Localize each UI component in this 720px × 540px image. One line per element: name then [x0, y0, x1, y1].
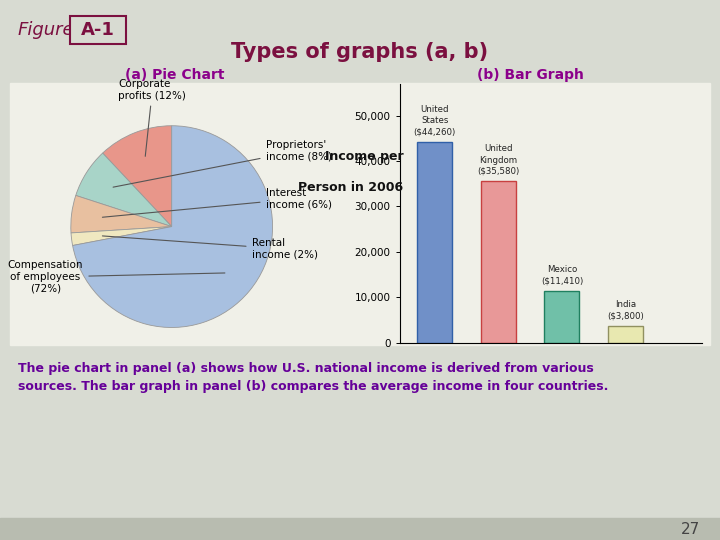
Text: (b) Bar Graph: (b) Bar Graph — [477, 68, 583, 82]
Bar — [417, 141, 452, 343]
Text: Corporate
profits (12%): Corporate profits (12%) — [119, 79, 186, 156]
Text: Interest
income (6%): Interest income (6%) — [102, 188, 332, 217]
Text: Rental
income (2%): Rental income (2%) — [102, 236, 318, 260]
Bar — [10, 83, 710, 345]
Text: India
($3,800): India ($3,800) — [607, 300, 644, 320]
Text: Person in 2006: Person in 2006 — [298, 181, 403, 194]
Text: The pie chart in panel (a) shows how U.S. national income is derived from variou: The pie chart in panel (a) shows how U.S… — [18, 362, 594, 375]
Text: Mexico
($11,410): Mexico ($11,410) — [541, 266, 583, 286]
Wedge shape — [71, 195, 171, 233]
Wedge shape — [76, 153, 171, 227]
Text: sources. The bar graph in panel (b) compares the average income in four countrie: sources. The bar graph in panel (b) comp… — [18, 380, 608, 393]
Text: Income per: Income per — [325, 150, 403, 163]
Bar — [481, 181, 516, 343]
Bar — [0, 518, 720, 540]
Bar — [608, 326, 643, 343]
Text: A-1: A-1 — [81, 21, 115, 39]
FancyBboxPatch shape — [70, 16, 126, 44]
Text: United
States
($44,260): United States ($44,260) — [413, 105, 456, 136]
Text: 27: 27 — [680, 522, 700, 537]
Wedge shape — [71, 227, 171, 246]
Text: Compensation
of employees
(72%): Compensation of employees (72%) — [8, 260, 225, 294]
Wedge shape — [73, 126, 273, 327]
Text: (a) Pie Chart: (a) Pie Chart — [125, 68, 225, 82]
Text: Proprietors'
income (8%): Proprietors' income (8%) — [113, 140, 332, 187]
Text: United
Kingdom
($35,580): United Kingdom ($35,580) — [477, 144, 519, 176]
Wedge shape — [103, 126, 171, 227]
Text: Figure: Figure — [18, 21, 75, 39]
Text: Types of graphs (a, b): Types of graphs (a, b) — [231, 42, 489, 62]
Bar — [544, 291, 580, 343]
